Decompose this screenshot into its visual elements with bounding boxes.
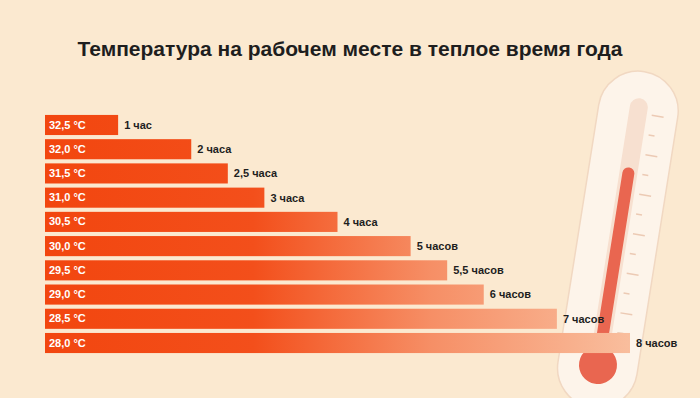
thermometer-scale [620, 313, 632, 315]
category-label: 32,5 °C [49, 119, 86, 131]
category-label: 29,0 °C [49, 288, 86, 300]
data-label: 2,5 часа [234, 167, 278, 179]
category-label: 28,5 °C [49, 312, 86, 324]
y-tick: 30,0 °C [49, 240, 86, 252]
data-label: 1 час [124, 119, 152, 131]
data-label: 3 часа [270, 192, 305, 204]
bar [45, 285, 484, 305]
category-label: 31,5 °C [49, 167, 86, 179]
data-label: 5 часов [417, 240, 459, 252]
title: Температура на рабочем месте в теплое вр… [77, 37, 622, 60]
data-label: 2 часа [197, 143, 232, 155]
category-label: 30,5 °C [49, 215, 86, 227]
category-label: 29,5 °C [49, 264, 86, 276]
data-label: 8 часов [636, 337, 678, 349]
y-tick: 32,0 °C [49, 143, 86, 155]
category-label: 30,0 °C [49, 240, 86, 252]
y-tick: 28,0 °C [49, 337, 86, 349]
category-label: 31,0 °C [49, 191, 86, 203]
thermometer-scale [636, 213, 642, 215]
thermometer-scale [642, 174, 648, 176]
data-label: 6 часов [490, 288, 532, 300]
thermometer-scale [649, 134, 655, 136]
thermometer-scale [624, 292, 630, 294]
data-labels: 1 час 2 часа2,5 часа 3 часа 4 часа 5 часов 5,… [124, 119, 677, 349]
chart: Температура на рабочем месте в теплое вр… [0, 0, 700, 398]
data-label: 5,5 часов [453, 264, 504, 276]
bar [45, 115, 118, 135]
bar [45, 333, 630, 353]
y-tick: 31,0 °C [49, 191, 86, 203]
bar [45, 260, 447, 280]
thermometer-scale [645, 155, 657, 157]
bar [45, 309, 557, 329]
y-tick: 29,5 °C [49, 264, 86, 276]
thermometer-column [593, 167, 635, 361]
y-tick: 28,5 °C [49, 312, 86, 324]
bar [45, 188, 264, 208]
thermometer-scale [639, 194, 651, 196]
data-label: 4 часа [344, 216, 379, 228]
category-label: 32,0 °C [49, 143, 86, 155]
thermometer-scale [630, 253, 636, 255]
bars [45, 115, 630, 353]
thermometer-scale [627, 273, 639, 275]
y-tick: 31,5 °C [49, 167, 86, 179]
y-tick: 29,0 °C [49, 288, 86, 300]
bar [45, 163, 228, 183]
data-label: 7 часов [563, 313, 605, 325]
y-tick: 30,5 °C [49, 215, 86, 227]
thermometer-scale [652, 115, 664, 117]
bar [45, 236, 411, 256]
thermometer-scale [633, 234, 645, 236]
y-tick: 32,5 °C [49, 119, 86, 131]
y-axis: 32,5 °C 32,0 °C 31,5 °C 31,0 °C 30,5 °C 30,0 … [49, 119, 86, 349]
category-label: 28,0 °C [49, 337, 86, 349]
bar [45, 212, 338, 232]
bar [45, 139, 191, 159]
